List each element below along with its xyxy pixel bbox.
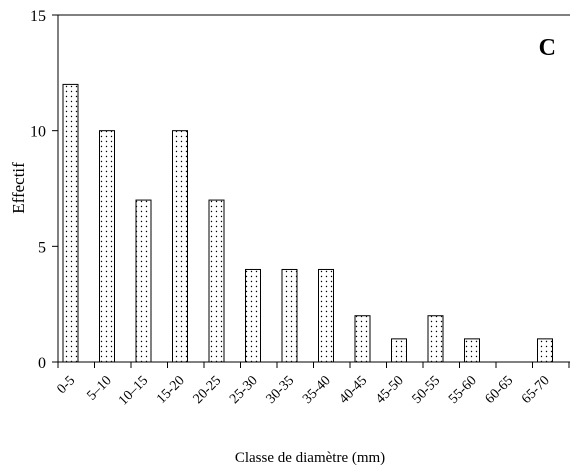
x-tick-label: 50-55 [410,373,444,407]
bar-10–15 [135,199,152,363]
bar-55-60 [464,338,480,363]
panel-label: C [539,35,556,61]
bar-15-20 [172,130,188,363]
x-tick-label: 40-45 [337,373,371,407]
bar-20-25 [208,199,225,363]
x-tick-label: 65-70 [519,373,553,407]
bar-50-55 [427,315,444,363]
x-tick-label: 20-25 [191,373,225,407]
x-tick-label: 15-20 [154,373,188,407]
y-tick-label: 15 [30,8,46,25]
x-tick-label: 30-35 [264,373,298,407]
bar-0-5 [62,83,79,363]
x-tick-label: 0-5 [55,373,79,397]
bar-65-70 [537,338,553,363]
x-tick-label: 45-50 [373,373,407,407]
bar-25-30 [245,268,261,363]
y-tick-label: 0 [38,355,46,372]
x-tick-label: 60-65 [483,373,517,407]
y-axis-label: Effectif [9,162,28,214]
x-tick-label: 25-30 [227,373,261,407]
x-axis-label: Classe de diamètre (mm) [235,450,385,466]
y-tick-label: 10 [30,124,46,141]
x-tick-label: 35-40 [300,373,334,407]
x-tick-label: 5–10 [84,373,114,403]
bar-40-45 [354,315,371,363]
bar-35-40 [318,268,334,363]
x-tick-label: 55-60 [446,373,480,407]
bar-45-50 [391,338,407,363]
x-tick-label: 10–15 [116,373,151,408]
y-tick-label: 5 [38,239,46,256]
bar-5–10 [99,130,115,363]
bar-30-35 [281,268,298,363]
